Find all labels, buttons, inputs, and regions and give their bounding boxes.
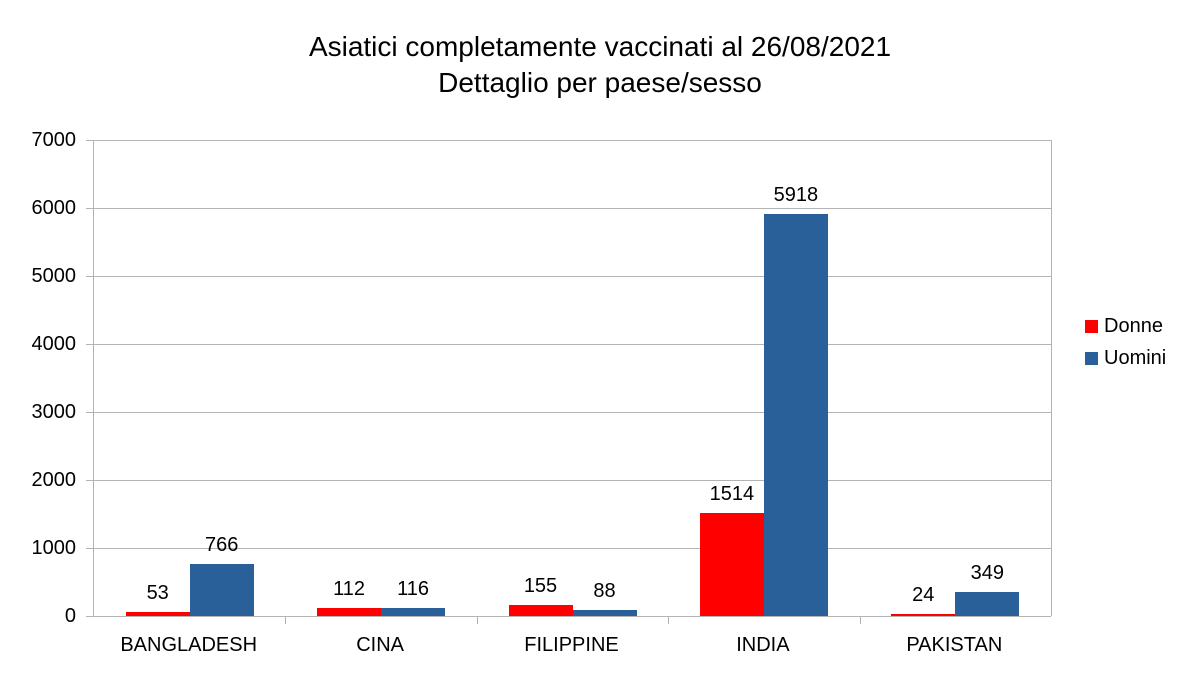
- chart-title: Asiatici completamente vaccinati al 26/0…: [308, 31, 892, 62]
- gridline: [86, 208, 1051, 209]
- data-label: 112: [333, 578, 366, 601]
- x-category-label: INDIA: [736, 634, 790, 656]
- x-category-label: BANGLADESH: [120, 634, 258, 656]
- gridline: [86, 412, 1051, 413]
- y-tick-label: 3000: [31, 401, 77, 423]
- gridline: [86, 548, 1051, 549]
- data-label: 1514: [709, 483, 755, 506]
- x-tick-mark: [859, 616, 861, 624]
- data-label: 88: [593, 580, 616, 603]
- bar-donne-cina: [317, 608, 382, 616]
- legend-label: Uomini: [1104, 346, 1167, 369]
- y-tick-label: 1000: [31, 537, 77, 559]
- y-tick-label: 5000: [31, 265, 77, 287]
- data-label: 116: [397, 578, 430, 601]
- y-tick-label: 0: [64, 605, 76, 627]
- data-label: 5918: [773, 183, 819, 206]
- legend-swatch-uomini: [1085, 351, 1098, 365]
- bar-uomini-bangladesh: [189, 563, 254, 616]
- x-category-label: CINA: [356, 634, 404, 656]
- bar-uomini-india: [763, 213, 828, 616]
- bar-donne-pakistan: [891, 614, 956, 616]
- bar-uomini-cina: [381, 608, 446, 616]
- plot-area: 53 766 112 116 155 88 1514 5918 24 349: [86, 140, 1052, 624]
- bar-uomini-filippine: [572, 610, 637, 616]
- gridline: [86, 480, 1051, 481]
- bar-uomini-pakistan: [955, 592, 1020, 616]
- data-label: 766: [205, 533, 239, 556]
- gridline: [86, 140, 1051, 141]
- legend-item-donne: Donne: [1085, 310, 1166, 342]
- y-tick-label: 2000: [31, 469, 77, 491]
- y-tick-label: 7000: [31, 129, 77, 151]
- x-tick-mark: [668, 616, 670, 624]
- x-category-label: PAKISTAN: [906, 634, 1003, 656]
- data-label: 155: [523, 575, 558, 598]
- x-category-label: FILIPPINE: [524, 634, 619, 656]
- x-tick-mark: [285, 616, 287, 624]
- chart-subtitle: Dettaglio per paese/sesso: [438, 67, 762, 98]
- y-tick-label: 6000: [31, 197, 77, 219]
- data-label: 349: [970, 562, 1004, 585]
- data-label: 24: [912, 584, 935, 607]
- legend-item-uomini: Uomini: [1085, 342, 1166, 374]
- legend: Donne Uomini: [1085, 310, 1166, 374]
- y-tick-label: 4000: [31, 333, 77, 355]
- gridline: [86, 344, 1051, 345]
- bar-donne-filippine: [508, 605, 573, 616]
- x-tick-mark: [476, 616, 478, 624]
- gridline: [86, 616, 1051, 617]
- gridline: [86, 276, 1051, 277]
- bar-donne-bangladesh: [125, 612, 190, 616]
- legend-swatch-donne: [1085, 319, 1098, 333]
- legend-label: Donne: [1104, 314, 1163, 337]
- data-label: 53: [146, 582, 169, 605]
- bar-donne-india: [699, 513, 764, 616]
